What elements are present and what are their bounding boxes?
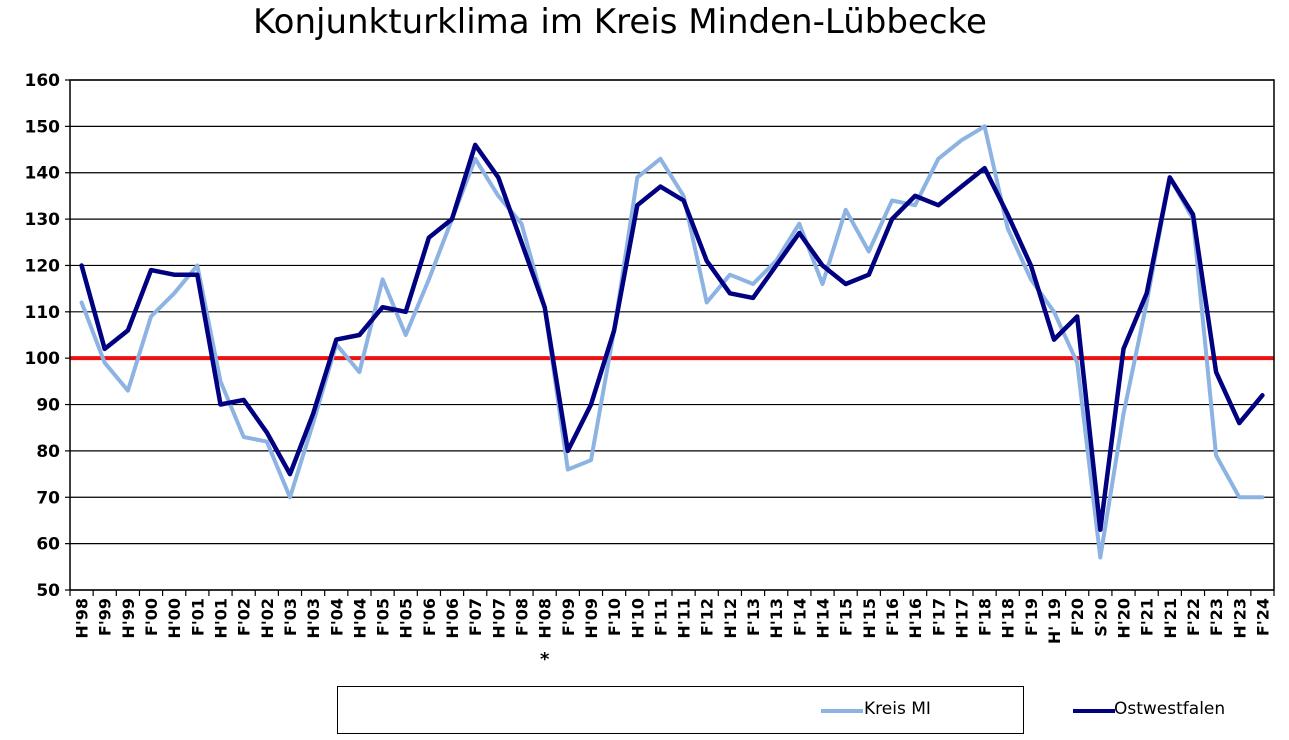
x-tick-label: H'17 [952, 598, 971, 639]
x-tick-label: F'08 [513, 598, 532, 636]
x-tick-label: F'02 [235, 598, 254, 636]
legend-swatch-kreis-mi [821, 709, 863, 713]
y-tick-label: 60 [36, 535, 60, 555]
x-tick-label: S'20 [1091, 598, 1110, 637]
series-layer [79, 124, 1265, 560]
x-tick-label: F'12 [698, 598, 717, 636]
x-axis-ticks: H'98 F'99 H'99 F'00 H'00 F'01 H'01 F'02 H'02 F'03… [69, 590, 1275, 670]
y-tick-label: 110 [25, 303, 61, 323]
gridlines [70, 79, 1274, 591]
y-tick-label: 130 [25, 210, 61, 230]
x-tick-label: F'23 [1207, 598, 1226, 636]
x-tick-label: F'01 [188, 598, 207, 636]
x-tick-label: H'11 [675, 598, 694, 639]
x-tick-label: F'14 [790, 598, 809, 636]
x-tick-label: F'07 [466, 598, 485, 636]
x-tick-label: H'00 [165, 598, 184, 639]
y-axis-ticks: 50 60 70 80 90 100 110 120 130 140 150 160 [25, 71, 70, 601]
x-tick-label: F'24 [1253, 598, 1272, 636]
x-tick-label: F'04 [327, 598, 346, 636]
x-tick-label: H'04 [350, 598, 369, 639]
plot-frame [69, 79, 1275, 591]
x-tick-label: F'19 [1022, 598, 1041, 636]
legend-label-kreis-mi: Kreis MI [864, 699, 931, 719]
chart-title: Konjunkturklima im Kreis Minden-Lübbecke [253, 2, 987, 42]
x-tick-label: F'05 [374, 598, 393, 636]
legend-label-ostwestfalen: Ostwestfalen [1114, 699, 1226, 719]
series-line-ostwestfalen [79, 142, 1265, 532]
x-tick-label: F'15 [837, 598, 856, 636]
y-tick-label: 150 [25, 117, 61, 137]
x-tick-label: F'10 [605, 598, 624, 636]
x-tick-label: F'16 [883, 598, 902, 636]
x-annotation-asterisk: * [540, 649, 550, 670]
x-tick-label: H'02 [258, 598, 277, 639]
y-tick-label: 70 [36, 488, 60, 508]
x-tick-label: F'09 [559, 598, 578, 636]
x-tick-label: H'98 [73, 598, 92, 639]
x-tick-label: H'03 [304, 598, 323, 639]
x-tick-label: H'09 [582, 598, 601, 639]
x-tick-label: F'13 [744, 598, 763, 636]
x-tick-label: F'99 [96, 598, 115, 636]
x-tick-label: F'11 [651, 598, 670, 636]
x-tick-label: H'08 [536, 598, 555, 639]
x-tick-label: F'21 [1138, 598, 1157, 636]
x-tick-label: F'06 [420, 598, 439, 636]
x-tick-label: F'17 [929, 598, 948, 636]
x-tick-label: H' 19 [1045, 598, 1064, 644]
x-tick-label: F'03 [281, 598, 300, 636]
y-tick-label: 100 [25, 349, 61, 369]
legend-swatch-ostwestfalen [1073, 709, 1115, 713]
x-tick-label: H'10 [628, 598, 647, 639]
y-tick-label: 80 [36, 442, 60, 462]
x-tick-label: F'20 [1068, 598, 1087, 636]
x-tick-label: F'00 [142, 598, 161, 636]
x-tick-label: H'20 [1115, 598, 1134, 639]
y-tick-label: 160 [25, 71, 61, 91]
x-tick-label: H'14 [814, 598, 833, 639]
y-tick-label: 50 [36, 581, 60, 601]
x-tick-label: H'12 [721, 598, 740, 639]
x-tick-label: H'16 [906, 598, 925, 639]
y-tick-label: 140 [25, 164, 61, 184]
y-tick-label: 120 [25, 256, 61, 276]
x-tick-label: F'22 [1184, 598, 1203, 636]
x-tick-label: H'01 [212, 598, 231, 639]
x-tick-label: H'21 [1161, 598, 1180, 639]
x-tick-label: H'07 [489, 598, 508, 639]
x-tick-label: H'06 [443, 598, 462, 639]
x-tick-label: H'99 [119, 598, 138, 639]
x-tick-label: H'23 [1230, 598, 1249, 639]
legend: Kreis MI Ostwestfalen [337, 686, 1225, 734]
x-tick-label: H'05 [397, 598, 416, 639]
x-tick-label: H'13 [767, 598, 786, 639]
series-line-kreis-mi [79, 124, 1265, 560]
y-tick-label: 90 [36, 396, 60, 416]
x-tick-label: F'18 [976, 598, 995, 636]
x-tick-label: H'18 [999, 598, 1018, 639]
x-tick-label: H'15 [860, 598, 879, 639]
